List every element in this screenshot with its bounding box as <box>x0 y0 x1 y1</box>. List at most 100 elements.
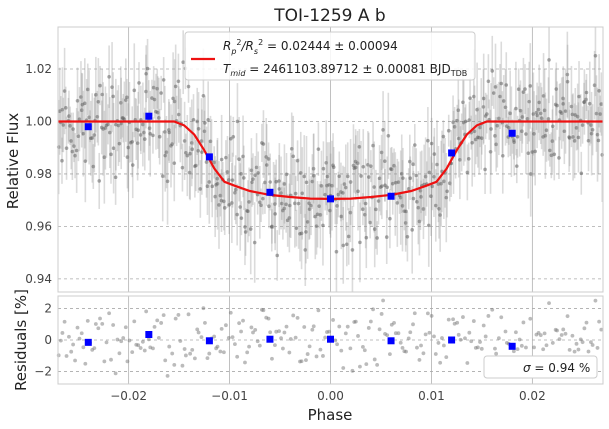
raw-datapoint <box>527 99 532 104</box>
raw-datapoint <box>186 84 191 89</box>
residual-point <box>104 340 109 345</box>
raw-datapoint <box>377 176 382 181</box>
residual-point <box>463 336 467 341</box>
residual-point <box>251 330 255 335</box>
raw-datapoint <box>267 204 271 209</box>
raw-datapoint <box>400 203 405 208</box>
raw-datapoint <box>252 240 257 245</box>
binned-datapoint <box>84 123 92 131</box>
residual-point <box>96 326 101 331</box>
residual-point <box>570 333 575 338</box>
residual-point <box>270 356 274 361</box>
residual-point <box>180 363 185 368</box>
residual-point <box>146 337 151 342</box>
raw-datapoint <box>481 96 486 101</box>
raw-datapoint <box>61 123 66 127</box>
raw-datapoint <box>318 213 323 217</box>
raw-datapoint <box>200 150 204 154</box>
raw-datapoint <box>81 131 86 136</box>
raw-datapoint <box>493 134 497 138</box>
residual-point <box>565 314 570 319</box>
residual-point <box>215 344 220 349</box>
residual-point <box>343 331 348 336</box>
raw-datapoint <box>426 223 431 228</box>
raw-datapoint <box>94 92 98 97</box>
raw-datapoint <box>483 167 487 172</box>
raw-datapoint <box>315 212 320 217</box>
raw-datapoint <box>475 107 479 112</box>
bottom-y-tick-label: 2 <box>44 302 52 316</box>
residual-point <box>578 337 583 342</box>
raw-datapoint <box>284 172 289 177</box>
raw-datapoint <box>354 165 358 170</box>
raw-datapoint <box>557 156 561 160</box>
raw-datapoint <box>74 148 79 153</box>
raw-datapoint <box>427 170 432 175</box>
raw-datapoint <box>215 181 220 186</box>
raw-datapoint <box>142 137 147 141</box>
raw-datapoint <box>455 118 459 123</box>
top-legend: Rp2/Rs2 = 0.02444 ± 0.00094 Tmid = 24611… <box>184 31 476 81</box>
raw-datapoint <box>170 142 175 146</box>
raw-datapoint <box>218 193 223 198</box>
raw-datapoint <box>458 157 462 162</box>
raw-datapoint <box>506 125 511 130</box>
raw-datapoint <box>549 153 554 158</box>
residual-point <box>69 349 74 354</box>
raw-datapoint <box>160 174 165 178</box>
raw-datapoint <box>289 146 294 151</box>
raw-datapoint <box>533 149 537 154</box>
raw-datapoint <box>317 204 321 208</box>
residual-point <box>513 330 518 335</box>
raw-datapoint <box>284 202 288 207</box>
raw-datapoint <box>479 136 484 140</box>
raw-datapoint <box>363 201 368 206</box>
residual-point <box>73 358 77 363</box>
raw-datapoint <box>348 180 353 184</box>
raw-datapoint <box>436 182 441 186</box>
raw-datapoint <box>172 99 177 104</box>
residual-point <box>372 357 377 362</box>
residual-point <box>574 341 579 346</box>
raw-datapoint <box>155 86 160 91</box>
residual-point <box>167 344 172 349</box>
raw-datapoint <box>256 171 261 175</box>
raw-datapoint <box>258 200 262 205</box>
raw-datapoint <box>491 91 496 95</box>
raw-datapoint <box>108 130 112 135</box>
raw-datapoint <box>514 164 519 168</box>
residual-point <box>125 359 130 364</box>
residual-point <box>307 344 312 349</box>
residual-point <box>156 335 161 340</box>
bottom-binned-residuals <box>84 331 516 350</box>
residual-point <box>117 351 122 356</box>
raw-datapoint <box>592 83 597 88</box>
residual-point <box>429 314 434 318</box>
raw-datapoint <box>212 160 216 165</box>
residual-point <box>102 359 107 364</box>
residual-point <box>282 330 287 335</box>
raw-datapoint <box>270 224 274 229</box>
raw-datapoint <box>433 203 438 208</box>
raw-datapoint <box>589 123 593 127</box>
residual-point <box>362 348 367 353</box>
residual-point <box>519 343 524 348</box>
raw-datapoint <box>152 97 157 102</box>
raw-datapoint <box>100 92 105 97</box>
residual-point <box>544 343 549 348</box>
raw-datapoint <box>310 179 315 184</box>
raw-datapoint <box>321 166 326 171</box>
raw-datapoint <box>137 81 141 85</box>
residual-point <box>572 349 577 354</box>
residual-point <box>559 333 564 337</box>
residual-point <box>165 373 170 378</box>
raw-datapoint <box>259 203 263 208</box>
residual-point <box>241 318 245 323</box>
residual-point <box>590 343 595 347</box>
residual-point <box>255 339 260 344</box>
raw-datapoint <box>442 179 446 184</box>
residual-point <box>423 332 428 337</box>
residual-point <box>62 319 67 324</box>
raw-datapoint <box>335 204 339 208</box>
raw-datapoint <box>235 212 239 217</box>
